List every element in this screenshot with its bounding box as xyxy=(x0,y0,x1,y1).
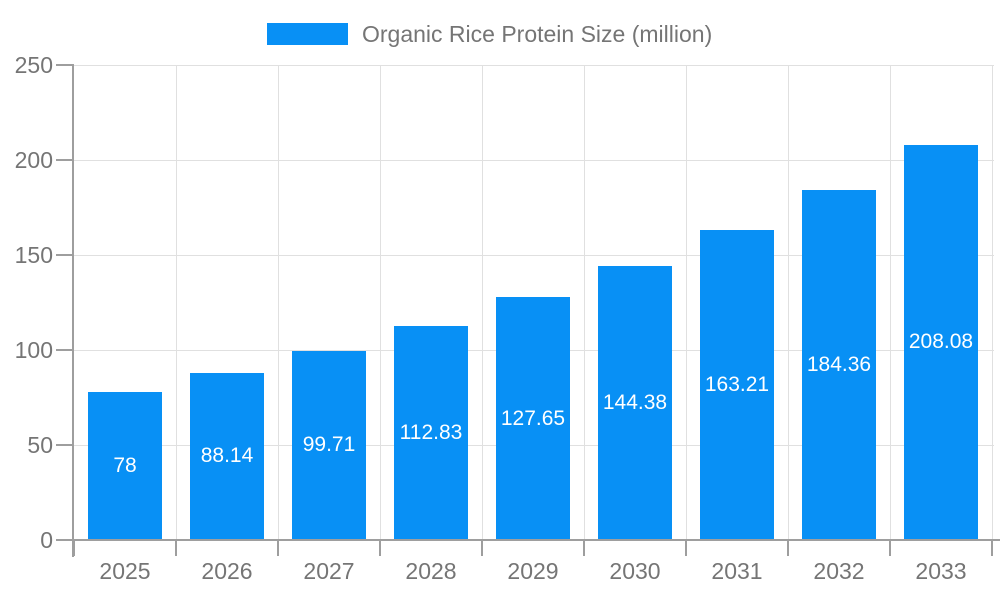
bar-value-label: 184.36 xyxy=(806,352,872,376)
vertical-gridline xyxy=(787,65,789,540)
x-tick-label: 2030 xyxy=(609,558,661,584)
bar-value-label: 88.14 xyxy=(200,444,254,468)
x-axis-tick xyxy=(277,540,279,556)
bar-2028[interactable]: 112.83 xyxy=(394,325,468,540)
y-axis-tick xyxy=(56,159,74,161)
x-axis-tick xyxy=(889,540,891,556)
y-axis-tick xyxy=(56,444,74,446)
bar-value-label: 99.71 xyxy=(302,433,356,457)
vertical-gridline xyxy=(889,65,891,540)
x-axis-tick xyxy=(685,540,687,556)
x-axis-tick xyxy=(583,540,585,556)
x-tick-label: 2033 xyxy=(915,558,967,584)
x-tick-label: 2029 xyxy=(507,558,559,584)
bar-2025[interactable]: 78 xyxy=(88,391,162,540)
legend-item[interactable]: Organic Rice Protein Size (million) xyxy=(267,21,713,47)
x-axis-tick xyxy=(787,540,789,556)
x-axis-tick xyxy=(481,540,483,556)
x-tick-label: 2025 xyxy=(99,558,151,584)
bar-2029[interactable]: 127.65 xyxy=(496,297,570,540)
vertical-gridline xyxy=(685,65,687,540)
bar-2032[interactable]: 184.36 xyxy=(802,189,876,540)
x-axis-tick xyxy=(73,540,75,556)
bar-value-label: 127.65 xyxy=(500,406,566,430)
bar-value-label: 112.83 xyxy=(399,420,463,444)
x-tick-label: 2027 xyxy=(303,558,355,584)
vertical-gridline xyxy=(175,65,177,540)
x-axis-tick xyxy=(991,540,993,556)
bar-value-label: 163.21 xyxy=(704,372,770,396)
bar-2033[interactable]: 208.08 xyxy=(904,144,978,540)
y-tick-label: 150 xyxy=(14,242,53,268)
vertical-gridline xyxy=(379,65,381,540)
y-axis-tick xyxy=(56,64,74,66)
vertical-gridline xyxy=(481,65,483,540)
bar-value-label: 144.38 xyxy=(602,390,668,414)
y-axis-tick xyxy=(56,254,74,256)
horizontal-gridline xyxy=(74,159,994,161)
vertical-gridline xyxy=(991,65,993,540)
x-tick-label: 2032 xyxy=(813,558,865,584)
x-axis-tick xyxy=(175,540,177,556)
y-tick-label: 200 xyxy=(14,147,53,173)
bar-2027[interactable]: 99.71 xyxy=(292,350,366,540)
legend-label: Organic Rice Protein Size (million) xyxy=(362,21,713,47)
bar-2026[interactable]: 88.14 xyxy=(190,372,264,540)
horizontal-gridline xyxy=(74,64,994,66)
y-tick-label: 100 xyxy=(14,337,53,363)
legend-swatch xyxy=(267,23,348,45)
y-axis-tick xyxy=(56,349,74,351)
bar-value-label: 208.08 xyxy=(908,330,974,354)
x-axis-line xyxy=(56,539,1000,541)
bar-2030[interactable]: 144.38 xyxy=(598,265,672,540)
bar-value-label: 78 xyxy=(113,453,137,477)
vertical-gridline xyxy=(277,65,279,540)
bar-2031[interactable]: 163.21 xyxy=(700,229,774,540)
y-tick-label: 250 xyxy=(14,52,53,78)
x-tick-label: 2028 xyxy=(405,558,457,584)
horizontal-gridline xyxy=(74,254,994,256)
x-axis-tick xyxy=(379,540,381,556)
x-tick-label: 2026 xyxy=(201,558,253,584)
y-axis-line xyxy=(72,65,74,557)
y-tick-label: 50 xyxy=(27,432,53,458)
x-tick-label: 2031 xyxy=(711,558,763,584)
vertical-gridline xyxy=(583,65,585,540)
y-tick-label: 0 xyxy=(40,527,53,553)
